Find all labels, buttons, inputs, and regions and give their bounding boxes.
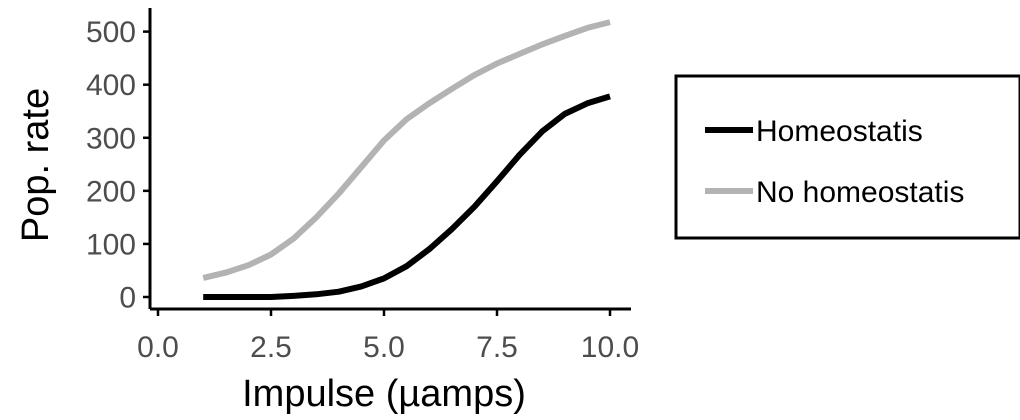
y-tick-label: 400	[86, 69, 136, 102]
x-tick-label: 7.5	[476, 331, 518, 364]
legend-box	[674, 74, 1020, 240]
y-tick-label: 200	[86, 175, 136, 208]
legend-label: Homeostatis	[756, 115, 923, 148]
legend-label: No homeostatis	[756, 176, 964, 209]
y-tick-label: 100	[86, 228, 136, 261]
y-tick-label: 500	[86, 16, 136, 49]
series-line-homeostatis	[203, 93, 611, 300]
legend: Homeostatis No homeostatis	[674, 74, 1020, 240]
x-tick-label: 10.0	[581, 331, 639, 364]
axes: 0.0 2.5 5.0 7.5 10.0 0 100 200 300 400 500	[86, 8, 639, 364]
x-tick-label: 2.5	[250, 331, 292, 364]
plot-area	[202, 19, 611, 300]
x-tick-label: 5.0	[363, 331, 405, 364]
series-line-no-homeostatis	[202, 19, 611, 281]
x-axis-title: Impulse (µamps)	[242, 373, 526, 415]
x-tick-label: 0.0	[137, 331, 179, 364]
y-tick-label: 300	[86, 122, 136, 155]
y-axis-title: Pop. rate	[15, 88, 57, 242]
y-tick-label: 0	[119, 282, 136, 315]
